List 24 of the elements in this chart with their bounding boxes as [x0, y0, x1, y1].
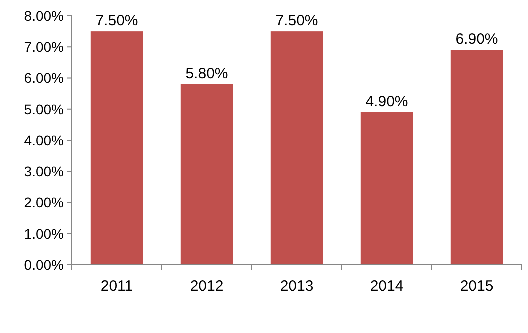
y-tick-label: 7.00% — [24, 39, 64, 56]
x-tick-label: 2013 — [280, 278, 314, 295]
y-tick-label: 0.00% — [24, 256, 64, 273]
bar — [270, 32, 324, 265]
x-tick-label: 2014 — [370, 278, 404, 295]
data-label: 7.50% — [276, 12, 318, 30]
y-tick-label: 2.00% — [24, 194, 64, 211]
y-tick-label: 3.00% — [24, 164, 64, 180]
x-tick-label: 2011 — [100, 278, 134, 295]
x-tick-label: 2012 — [190, 278, 224, 295]
data-label: 6.90% — [456, 31, 498, 48]
data-label: 7.50% — [96, 12, 138, 30]
data-label: 4.90% — [366, 93, 408, 110]
y-tick-label: 8.00% — [24, 8, 64, 24]
x-tick-label: 2015 — [460, 278, 494, 295]
data-label: 5.80% — [186, 65, 228, 82]
bar — [450, 50, 504, 265]
bar — [90, 32, 144, 265]
bar — [360, 112, 414, 265]
y-tick-label: 1.00% — [24, 226, 64, 242]
y-tick-label: 6.00% — [24, 70, 64, 86]
y-tick-label: 5.00% — [24, 101, 64, 118]
bar — [180, 84, 234, 265]
y-tick-label: 4.00% — [24, 132, 64, 148]
